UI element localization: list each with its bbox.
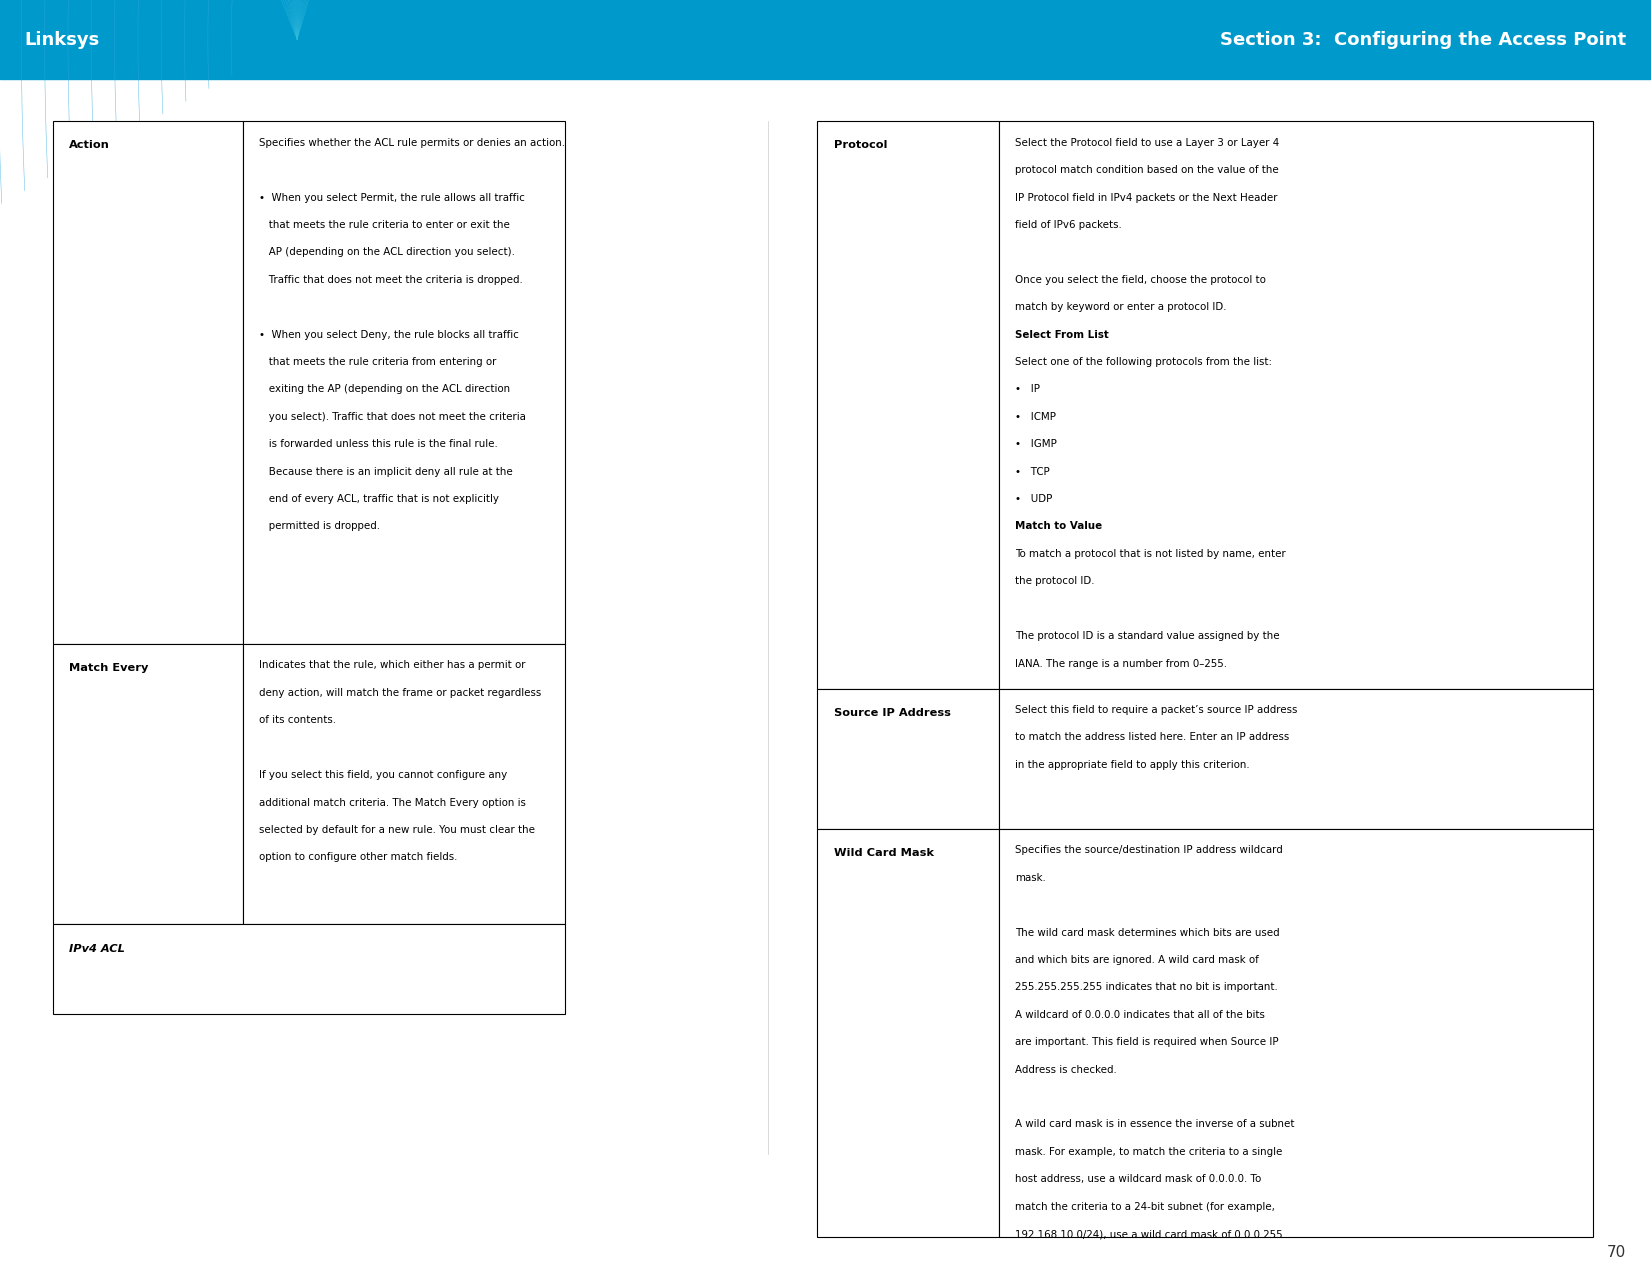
Text: exiting the AP (depending on the ACL direction: exiting the AP (depending on the ACL dir… xyxy=(259,385,510,394)
Text: 70: 70 xyxy=(1606,1244,1626,1260)
Text: Because there is an implicit deny all rule at the: Because there is an implicit deny all ru… xyxy=(259,467,513,477)
Bar xyxy=(817,829,999,1237)
Text: you select). Traffic that does not meet the criteria: you select). Traffic that does not meet … xyxy=(259,412,527,422)
Bar xyxy=(817,688,999,829)
Text: Source IP Address: Source IP Address xyxy=(834,708,951,718)
Text: host address, use a wildcard mask of 0.0.0.0. To: host address, use a wildcard mask of 0.0… xyxy=(1015,1174,1261,1184)
Text: Specifies the source/destination IP address wildcard: Specifies the source/destination IP addr… xyxy=(1015,845,1283,856)
Text: to match the address listed here. Enter an IP address: to match the address listed here. Enter … xyxy=(1015,732,1289,742)
Text: match by keyword or enter a protocol ID.: match by keyword or enter a protocol ID. xyxy=(1015,302,1227,312)
Text: Wild Card Mask: Wild Card Mask xyxy=(834,848,934,858)
Text: match the criteria to a 24-bit subnet (for example,: match the criteria to a 24-bit subnet (f… xyxy=(1015,1201,1275,1211)
Text: IPv4 ACL: IPv4 ACL xyxy=(69,944,125,954)
Text: of its contents.: of its contents. xyxy=(259,715,337,725)
Bar xyxy=(53,924,565,1014)
Text: field of IPv6 packets.: field of IPv6 packets. xyxy=(1015,219,1123,230)
Text: additional match criteria. The Match Every option is: additional match criteria. The Match Eve… xyxy=(259,798,527,807)
Text: protocol match condition based on the value of the: protocol match condition based on the va… xyxy=(1015,164,1280,175)
Text: Action: Action xyxy=(69,140,111,150)
Text: Traffic that does not meet the criteria is dropped.: Traffic that does not meet the criteria … xyxy=(259,275,523,284)
Text: Once you select the field, choose the protocol to: Once you select the field, choose the pr… xyxy=(1015,275,1266,284)
Bar xyxy=(999,829,1593,1237)
Text: is forwarded unless this rule is the final rule.: is forwarded unless this rule is the fin… xyxy=(259,439,499,449)
Text: Select the Protocol field to use a Layer 3 or Layer 4: Select the Protocol field to use a Layer… xyxy=(1015,138,1280,148)
Bar xyxy=(0,0,1651,79)
Text: •   ICMP: • ICMP xyxy=(1015,412,1057,422)
Text: •  When you select Permit, the rule allows all traffic: • When you select Permit, the rule allow… xyxy=(259,193,525,203)
Text: option to configure other match fields.: option to configure other match fields. xyxy=(259,852,457,862)
Text: AP (depending on the ACL direction you select).: AP (depending on the ACL direction you s… xyxy=(259,247,515,258)
Text: Address is checked.: Address is checked. xyxy=(1015,1065,1118,1075)
Text: To match a protocol that is not listed by name, enter: To match a protocol that is not listed b… xyxy=(1015,548,1286,558)
Text: Select one of the following protocols from the list:: Select one of the following protocols fr… xyxy=(1015,357,1273,367)
Text: deny action, will match the frame or packet regardless: deny action, will match the frame or pac… xyxy=(259,688,542,697)
Text: Indicates that the rule, which either has a permit or: Indicates that the rule, which either ha… xyxy=(259,660,525,671)
Text: mask.: mask. xyxy=(1015,872,1047,882)
Text: and which bits are ignored. A wild card mask of: and which bits are ignored. A wild card … xyxy=(1015,955,1260,965)
Text: Match Every: Match Every xyxy=(69,663,149,673)
Text: 255.255.255.255 indicates that no bit is important.: 255.255.255.255 indicates that no bit is… xyxy=(1015,982,1278,992)
Text: that meets the rule criteria from entering or: that meets the rule criteria from enteri… xyxy=(259,357,497,367)
Text: permitted is dropped.: permitted is dropped. xyxy=(259,521,380,532)
Text: 192.168.10.0/24), use a wild card mask of 0.0.0.255.: 192.168.10.0/24), use a wild card mask o… xyxy=(1015,1229,1286,1239)
Text: A wildcard of 0.0.0.0 indicates that all of the bits: A wildcard of 0.0.0.0 indicates that all… xyxy=(1015,1010,1265,1020)
Text: The wild card mask determines which bits are used: The wild card mask determines which bits… xyxy=(1015,928,1280,937)
Text: •  When you select Deny, the rule blocks all traffic: • When you select Deny, the rule blocks … xyxy=(259,330,518,339)
Text: The protocol ID is a standard value assigned by the: The protocol ID is a standard value assi… xyxy=(1015,631,1280,641)
Text: Match to Value: Match to Value xyxy=(1015,521,1103,532)
Bar xyxy=(817,121,999,689)
Text: A wild card mask is in essence the inverse of a subnet: A wild card mask is in essence the inver… xyxy=(1015,1119,1294,1130)
Text: Select this field to require a packet’s source IP address: Select this field to require a packet’s … xyxy=(1015,705,1298,715)
Text: mask. For example, to match the criteria to a single: mask. For example, to match the criteria… xyxy=(1015,1148,1283,1156)
Bar xyxy=(53,644,243,924)
Bar xyxy=(999,121,1593,689)
Text: •   TCP: • TCP xyxy=(1015,467,1050,477)
Text: that meets the rule criteria to enter or exit the: that meets the rule criteria to enter or… xyxy=(259,219,510,230)
Bar xyxy=(999,688,1593,829)
Text: •   UDP: • UDP xyxy=(1015,495,1053,504)
Text: If you select this field, you cannot configure any: If you select this field, you cannot con… xyxy=(259,770,507,780)
Text: Specifies whether the ACL rule permits or denies an action.: Specifies whether the ACL rule permits o… xyxy=(259,138,565,148)
Text: in the appropriate field to apply this criterion.: in the appropriate field to apply this c… xyxy=(1015,760,1250,770)
Text: Section 3:  Configuring the Access Point: Section 3: Configuring the Access Point xyxy=(1220,31,1626,48)
Text: •   IGMP: • IGMP xyxy=(1015,439,1057,449)
Text: IP Protocol field in IPv4 packets or the Next Header: IP Protocol field in IPv4 packets or the… xyxy=(1015,193,1278,203)
Text: •   IP: • IP xyxy=(1015,385,1040,394)
Text: IANA. The range is a number from 0–255.: IANA. The range is a number from 0–255. xyxy=(1015,658,1227,668)
Text: selected by default for a new rule. You must clear the: selected by default for a new rule. You … xyxy=(259,825,535,835)
Bar xyxy=(243,121,565,644)
Bar xyxy=(243,644,565,924)
Text: Linksys: Linksys xyxy=(25,31,101,48)
Text: the protocol ID.: the protocol ID. xyxy=(1015,576,1095,587)
Text: Protocol: Protocol xyxy=(834,140,887,150)
Bar xyxy=(53,121,243,644)
Text: are important. This field is required when Source IP: are important. This field is required wh… xyxy=(1015,1038,1280,1047)
Text: Select From List: Select From List xyxy=(1015,330,1109,339)
Text: end of every ACL, traffic that is not explicitly: end of every ACL, traffic that is not ex… xyxy=(259,495,499,504)
